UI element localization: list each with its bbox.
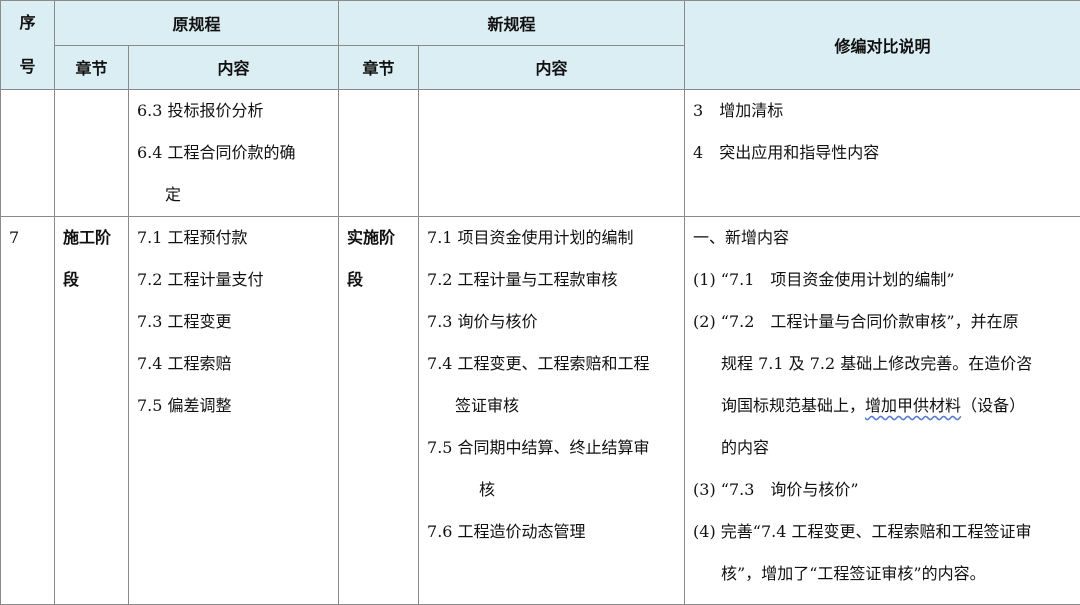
text-line: 7: [9, 228, 20, 247]
table-row: 6.3 投标报价分析 6.4 工程合同价款的确 定 3 增加清标 4 突出应用和…: [0, 89, 1080, 217]
cell-new-chapter: [338, 89, 420, 217]
text-line: 7.2 工程计量支付: [137, 270, 264, 289]
text-line: 7.5 合同期中结算、终止结算审: [427, 438, 650, 457]
header-old-chapter: 章节: [54, 44, 129, 90]
text-line: 7.1 工程预付款: [137, 228, 248, 247]
text-line: 7.3 询价与核价: [427, 312, 538, 331]
table-row: 7 施工阶 段 7.1 工程预付款 7.2 工程计量支付 7.3 工程变更 7.…: [0, 216, 1080, 605]
text-line: 7.4 工程变更、工程索赔和工程: [427, 354, 650, 373]
text-line: 7.1 项目资金使用计划的编制: [427, 228, 634, 247]
header-new-chapter: 章节: [338, 44, 420, 90]
text-line: (4) 完善“7.4 工程变更、工程索赔和工程签证审: [693, 522, 1032, 541]
text-line: 定: [165, 185, 182, 204]
cell-seq: [0, 89, 55, 217]
cell-old-chapter: [54, 89, 129, 217]
text-line: 实施阶: [347, 228, 396, 247]
text-line: 段: [63, 270, 80, 289]
cell-old-content: 7.1 工程预付款 7.2 工程计量支付 7.3 工程变更 7.4 工程索赔 7…: [127, 216, 340, 605]
header-new-content: 内容: [418, 44, 686, 90]
header-notes: 修编对比说明: [684, 0, 1080, 90]
text-line: (3) “7.3 询价与核价”: [693, 480, 859, 499]
text-line: 7.6 工程造价动态管理: [427, 522, 586, 541]
text-line: 6.4 工程合同价款的确: [137, 143, 296, 162]
spellcheck-underlined-text: 增加甲供材料: [865, 396, 962, 415]
text-line: 的内容: [721, 438, 770, 457]
header-new: 新规程: [338, 0, 686, 46]
text-line: 7.2 工程计量与工程款审核: [427, 270, 618, 289]
cell-old-content: 6.3 投标报价分析 6.4 工程合同价款的确 定: [127, 89, 340, 217]
header-old-content: 内容: [127, 44, 340, 90]
header-original: 原规程: [53, 0, 340, 46]
text-line: (2) “7.2 工程计量与合同价款审核”，并在原: [693, 312, 1019, 331]
text-line: 规程 7.1 及 7.2 基础上修改完善。在造价咨: [721, 354, 1033, 373]
text-line: 4 突出应用和指导性内容: [693, 143, 880, 162]
cell-new-content: 7.1 项目资金使用计划的编制 7.2 工程计量与工程款审核 7.3 询价与核价…: [418, 216, 686, 605]
cell-old-chapter: 施工阶 段: [54, 216, 129, 605]
text-line: 7.3 工程变更: [137, 312, 232, 331]
text-line: 一、新增内容: [693, 228, 790, 247]
text-span: （设备）: [961, 396, 1026, 415]
text-line: (1) “7.1 项目资金使用计划的编制”: [693, 270, 955, 289]
text-line: 签证审核: [455, 396, 520, 415]
text-line: 7.4 工程索赔: [137, 354, 232, 373]
text-line: 7.5 偏差调整: [137, 396, 232, 415]
text-line: 核: [479, 480, 496, 499]
text-line: 段: [347, 270, 364, 289]
cell-notes: 3 增加清标 4 突出应用和指导性内容: [684, 89, 1080, 217]
text-line: 核”，增加了“工程签证审核”的内容。: [721, 564, 986, 583]
text-line: 询国标规范基础上，增加甲供材料（设备）: [685, 385, 1080, 427]
text-line: 6.3 投标报价分析: [137, 101, 264, 120]
text-span: 询国标规范基础上，: [721, 396, 866, 415]
text-line: 3 增加清标: [693, 101, 784, 120]
cell-new-content: [418, 89, 686, 217]
header-seq: 序号: [0, 0, 55, 90]
cell-new-chapter: 实施阶 段: [338, 216, 420, 605]
text-line: 施工阶: [63, 228, 112, 247]
cell-notes: 一、新增内容 (1) “7.1 项目资金使用计划的编制” (2) “7.2 工程…: [684, 216, 1080, 605]
cell-seq: 7: [0, 216, 55, 605]
